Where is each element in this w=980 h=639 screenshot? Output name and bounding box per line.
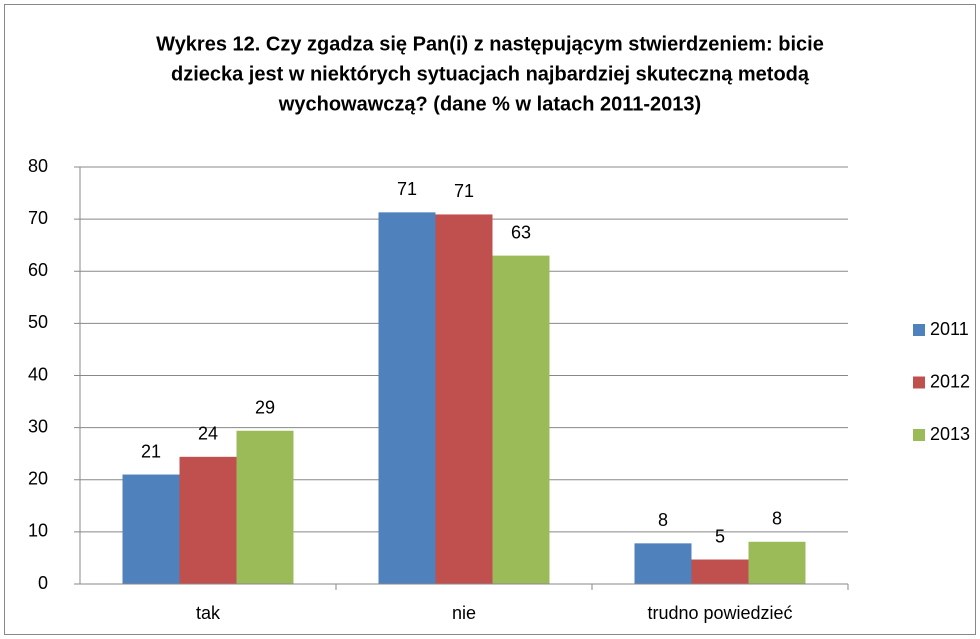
chart-title: Wykres 12. Czy zgadza się Pan(i) z nastę… <box>156 33 824 55</box>
y-tick-label: 40 <box>28 364 48 384</box>
y-tick-label: 0 <box>38 573 48 593</box>
y-tick-label: 10 <box>28 521 48 541</box>
data-label: 63 <box>511 222 531 242</box>
chart-title: wychowawczą? (dane % w latach 2011-2013) <box>278 93 701 115</box>
y-tick-label: 30 <box>28 416 48 436</box>
bar <box>634 543 692 584</box>
data-label: 21 <box>141 441 161 461</box>
legend-swatch <box>913 429 925 441</box>
bar <box>179 456 237 584</box>
legend-label: 2011 <box>930 319 969 339</box>
legend-swatch <box>913 324 925 336</box>
data-label: 5 <box>715 526 725 546</box>
bar <box>691 559 749 584</box>
y-tick-label: 50 <box>28 312 48 332</box>
legend-label: 2012 <box>930 371 970 391</box>
legend-label: 2013 <box>930 424 970 444</box>
y-tick-label: 70 <box>28 208 48 228</box>
data-label: 29 <box>255 398 275 418</box>
x-tick-label: nie <box>452 603 476 623</box>
x-tick-label: trudno powiedzieć <box>647 603 792 623</box>
y-tick-label: 80 <box>28 156 48 176</box>
chart-title: dziecka jest w niektórych sytuacjach naj… <box>171 63 810 85</box>
data-label: 24 <box>198 424 218 444</box>
y-tick-label: 20 <box>28 469 48 489</box>
data-label: 71 <box>454 181 474 201</box>
bar <box>492 255 550 585</box>
bar <box>378 212 436 584</box>
bar <box>748 541 806 584</box>
bar <box>435 214 493 584</box>
bar <box>122 474 180 584</box>
data-label: 8 <box>658 510 668 530</box>
x-tick-label: tak <box>196 603 221 623</box>
data-label: 71 <box>397 179 417 199</box>
bar <box>236 430 294 584</box>
legend-swatch <box>913 376 925 389</box>
data-label: 8 <box>772 509 782 529</box>
y-tick-label: 60 <box>28 260 48 280</box>
